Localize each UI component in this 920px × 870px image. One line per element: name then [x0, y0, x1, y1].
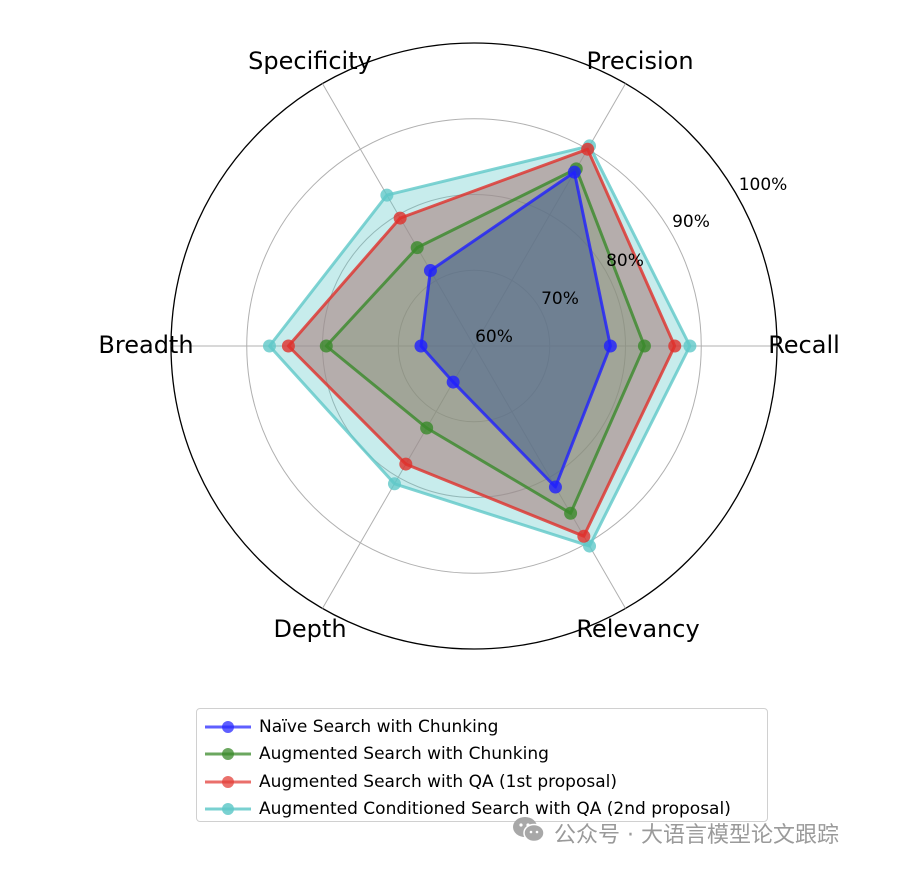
- data-point: [420, 421, 434, 435]
- data-point: [581, 142, 595, 156]
- series-fill: [421, 172, 611, 487]
- r-tick-label: 90%: [672, 212, 710, 232]
- r-tick-label: 70%: [541, 289, 579, 309]
- axis-label-precision: Precision: [586, 47, 693, 75]
- legend-item-augmented-qa: Augmented Search with QA (1st proposal): [197, 768, 767, 796]
- watermark: 公众号 · 大语言模型论文跟踪: [512, 816, 839, 850]
- data-point: [281, 339, 295, 353]
- axis-label-specificity: Specificity: [248, 47, 372, 75]
- data-point: [446, 375, 460, 389]
- series-fill: [326, 168, 645, 514]
- data-point: [380, 188, 394, 202]
- data-point: [423, 264, 437, 278]
- r-tick-label: 80%: [606, 251, 644, 271]
- radar-grid: [170, 42, 778, 650]
- series-fill-shade: [421, 172, 611, 487]
- legend-label: Augmented Search with QA (1st proposal): [259, 771, 618, 792]
- legend-swatch-icon: [203, 772, 253, 792]
- grid-spoke: [473, 345, 626, 609]
- legend-item-conditioned-qa: Augmented Conditioned Search with QA (2n…: [197, 796, 767, 824]
- data-point: [414, 339, 428, 353]
- legend-item-naive: Naïve Search with Chunking: [197, 713, 767, 741]
- legend-item-augmented-chunking: Augmented Search with Chunking: [197, 741, 767, 769]
- data-point: [410, 241, 424, 255]
- legend-swatch-icon: [203, 799, 253, 819]
- axis-label-recall: Recall: [768, 331, 840, 359]
- legend-label: Naïve Search with Chunking: [259, 716, 499, 737]
- data-point: [564, 506, 578, 520]
- data-point: [603, 339, 617, 353]
- data-point: [668, 339, 682, 353]
- legend-label: Augmented Conditioned Search with QA (2n…: [259, 799, 731, 820]
- series-fill-shade: [288, 149, 675, 537]
- radial-tick-labels: 60% 70% 80% 90% 100%: [475, 175, 787, 347]
- legend-swatch-icon: [203, 744, 253, 764]
- data-point: [577, 529, 591, 543]
- radar-series: [262, 139, 697, 553]
- axis-label-relevancy: Relevancy: [576, 615, 699, 643]
- legend-label: Augmented Search with Chunking: [259, 744, 549, 765]
- watermark-text: 公众号 · 大语言模型论文跟踪: [554, 823, 839, 848]
- series-fill: [288, 149, 675, 537]
- data-point: [683, 339, 697, 353]
- r-tick-label: 60%: [475, 327, 513, 347]
- radar-chart: Recall Precision Specificity Breadth Depth Re…: [98, 42, 840, 650]
- axis-label-depth: Depth: [273, 615, 346, 643]
- axis-labels: Recall Precision Specificity Breadth Depth Re…: [98, 47, 839, 643]
- chart-legend: Naïve Search with Chunking Augmented Sea…: [196, 708, 768, 822]
- axis-label-breadth: Breadth: [98, 331, 193, 359]
- data-point: [548, 480, 562, 494]
- data-point: [583, 539, 597, 553]
- grid-spoke: [322, 345, 475, 609]
- r-tick-label: 100%: [739, 175, 788, 195]
- data-point: [387, 477, 401, 491]
- data-point: [399, 457, 413, 471]
- legend-swatch-icon: [203, 717, 253, 737]
- wechat-icon: [512, 816, 546, 850]
- data-point: [393, 211, 407, 225]
- data-point: [319, 339, 333, 353]
- data-point: [567, 165, 581, 179]
- data-point: [262, 339, 276, 353]
- grid-spoke: [473, 83, 626, 347]
- data-point: [637, 339, 651, 353]
